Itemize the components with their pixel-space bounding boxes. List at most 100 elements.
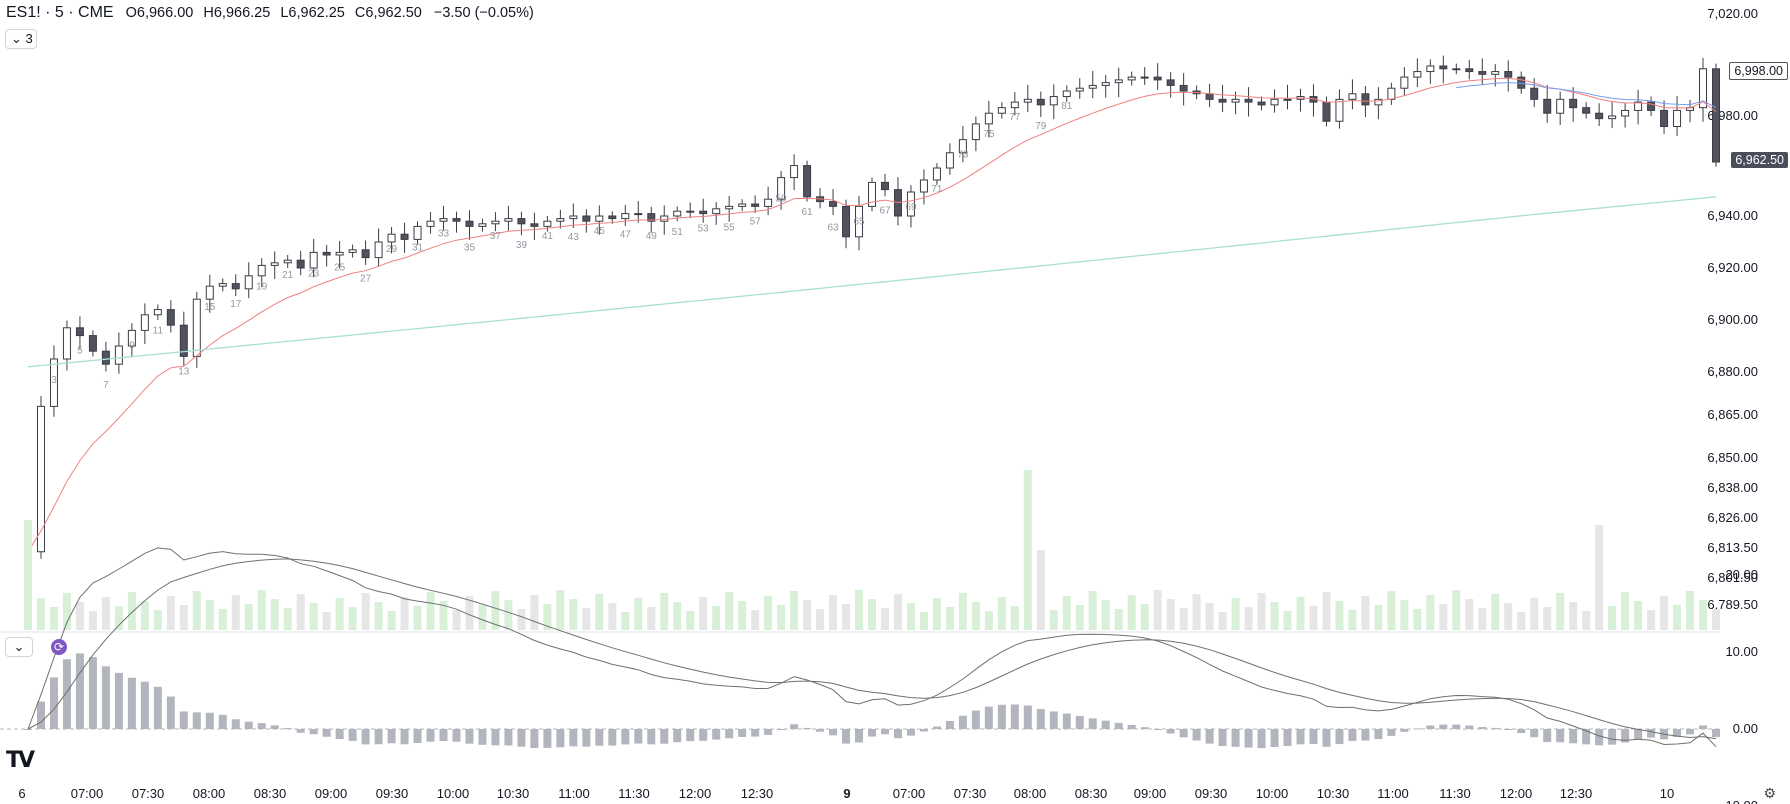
volume-bar <box>1491 594 1500 630</box>
price-axis-label: 6,880.00 <box>1707 364 1758 379</box>
price-axis-label: 6,920.00 <box>1707 260 1758 275</box>
volume-bar <box>569 599 578 630</box>
volume-bar <box>335 598 344 630</box>
candle-body <box>361 249 370 259</box>
count-label: 49 <box>646 231 658 242</box>
volume-bar <box>218 609 227 630</box>
price-axis-label: 6,940.00 <box>1707 208 1758 223</box>
macd-histogram-bar <box>1673 729 1682 737</box>
volume-bar <box>1101 600 1110 630</box>
volume-bar <box>725 592 734 630</box>
macd-histogram-bar <box>1621 729 1630 743</box>
candle-body <box>1023 98 1032 103</box>
candle-body <box>868 181 876 207</box>
volume-bar <box>517 609 526 630</box>
indicators-toggle-button[interactable]: ⌄ 3 <box>5 29 37 49</box>
time-axis-label: 07:30 <box>132 786 165 801</box>
candle-body <box>1621 109 1630 117</box>
candle-body <box>1478 71 1487 75</box>
volume-bar <box>1634 601 1643 630</box>
volume-bar <box>231 595 240 630</box>
macd-axis-label: 10.00 <box>1725 644 1758 659</box>
macd-histogram-bar <box>1543 729 1552 743</box>
close-value: 6,962.50 <box>365 5 422 21</box>
candle-body <box>1608 115 1617 120</box>
macd-histogram-bar <box>140 681 149 729</box>
volume-bar <box>1309 606 1318 630</box>
macd-histogram-bar <box>1712 729 1720 738</box>
volume-bar <box>101 597 110 630</box>
macd-histogram-bar <box>127 677 136 729</box>
volume-bar <box>1257 593 1266 630</box>
volume-bar <box>36 598 45 630</box>
time-axis-label: 10:30 <box>1317 786 1350 801</box>
candle-body <box>1647 101 1656 111</box>
volume-bar <box>608 603 617 630</box>
candle-body <box>153 309 162 316</box>
macd-histogram-bar <box>244 721 253 729</box>
symbol-title[interactable]: ES1! · 5 · CME <box>6 4 114 21</box>
tradingview-logo[interactable]: TV <box>6 748 35 773</box>
volume-bar <box>686 611 695 630</box>
open-label: O <box>125 5 137 21</box>
volume-bar <box>413 606 422 630</box>
candle-body <box>1699 68 1708 109</box>
macd-histogram-bar <box>751 729 760 737</box>
candle-body <box>335 251 344 256</box>
volume-bar <box>1556 593 1565 630</box>
candle-body <box>374 241 383 259</box>
volume-bar <box>452 610 461 630</box>
count-label: 79 <box>1035 121 1047 132</box>
time-axis-label: 12:00 <box>1500 786 1533 801</box>
macd-axis: 20.00 10.00 0.00 -10.00 <box>1721 567 1758 804</box>
macd-histogram-bar <box>1608 729 1617 745</box>
macd-histogram-bar <box>1361 729 1370 741</box>
volume-bar <box>114 606 123 630</box>
volume-bar <box>1504 603 1513 630</box>
macd-histogram-bar <box>1439 724 1448 729</box>
volume-bar <box>1387 591 1396 630</box>
macd-histogram-bar <box>673 729 682 743</box>
pane-collapse-button[interactable]: ⌄ <box>5 637 33 657</box>
volume-bar <box>803 600 812 630</box>
candle-body <box>997 107 1006 114</box>
macd-histogram-bar <box>1413 728 1422 730</box>
macd-histogram-bar <box>1114 722 1123 729</box>
candle-body <box>1283 98 1292 101</box>
macd-histogram-bar <box>1192 729 1201 741</box>
candle-body <box>1036 98 1045 106</box>
macd-line <box>27 547 1717 748</box>
macd-histogram-bar <box>335 729 344 740</box>
volume-bar <box>465 596 474 630</box>
count-labels: 1357911131517192123252729313335373941434… <box>25 101 1073 573</box>
volume-bar <box>932 598 941 630</box>
candle-body <box>36 405 45 553</box>
candle-body <box>309 251 318 269</box>
volume-bar <box>1660 596 1669 630</box>
price-axis-label: 6,801.50 <box>1707 570 1758 585</box>
macd-histogram-bar <box>504 729 513 746</box>
macd-histogram-bar <box>1023 705 1032 729</box>
candle-body <box>101 350 110 365</box>
count-label: 73 <box>957 150 969 161</box>
open-value: 6,966.00 <box>136 5 194 21</box>
macd-histogram-bar <box>1257 729 1266 749</box>
volume-bar <box>1062 596 1071 630</box>
macd-histogram-bar <box>997 704 1006 729</box>
time-axis-label: 10:30 <box>497 786 530 801</box>
macd-histogram-bar <box>322 729 331 737</box>
macd-histogram-bar <box>1101 720 1110 729</box>
candle-body <box>1426 65 1435 73</box>
price-axis-label: 7,020.00 <box>1707 6 1758 21</box>
macd-histogram-bar <box>660 729 669 744</box>
refresh-icon[interactable]: ⟳ <box>51 639 67 655</box>
settings-gear-icon[interactable]: ⚙ <box>1763 785 1776 801</box>
macd-histogram-bar <box>543 729 552 748</box>
candle-body <box>140 314 149 331</box>
count-label: 63 <box>827 222 839 233</box>
volume-bar <box>582 608 591 630</box>
candle-body <box>530 223 539 227</box>
time-axis-label: 12:30 <box>741 786 774 801</box>
macd-histogram-bar <box>569 729 578 747</box>
